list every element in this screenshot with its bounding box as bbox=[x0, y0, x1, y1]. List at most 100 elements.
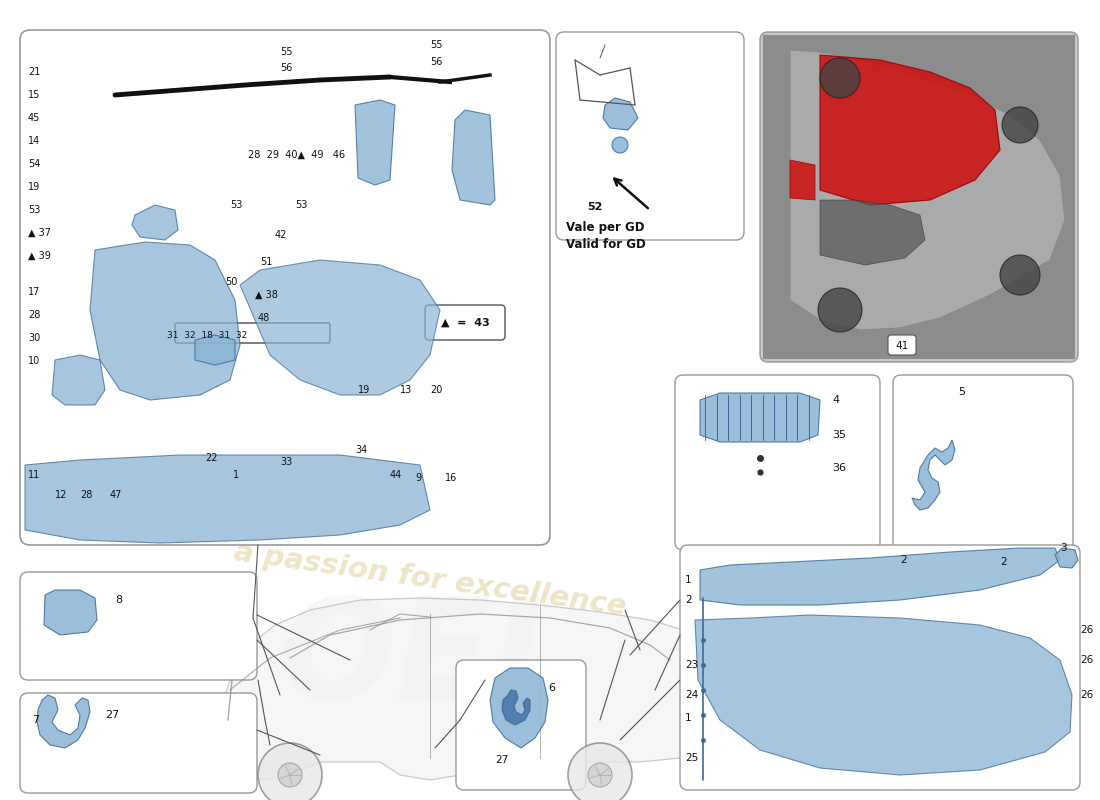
Text: 28  29  40▲  49   46: 28 29 40▲ 49 46 bbox=[248, 150, 345, 160]
Text: 21: 21 bbox=[28, 67, 41, 77]
FancyBboxPatch shape bbox=[556, 32, 744, 240]
Text: 1: 1 bbox=[685, 713, 692, 723]
Text: 17: 17 bbox=[28, 287, 41, 297]
Circle shape bbox=[820, 58, 860, 98]
Circle shape bbox=[1002, 107, 1038, 143]
Text: 53: 53 bbox=[28, 205, 41, 215]
Text: 55: 55 bbox=[430, 40, 442, 50]
Text: 26: 26 bbox=[1080, 625, 1093, 635]
Text: 52: 52 bbox=[587, 202, 603, 212]
Text: 33: 33 bbox=[280, 457, 293, 467]
Text: 9: 9 bbox=[415, 473, 421, 483]
Text: 15: 15 bbox=[28, 90, 41, 100]
Polygon shape bbox=[1055, 548, 1078, 568]
Polygon shape bbox=[603, 98, 638, 130]
FancyBboxPatch shape bbox=[20, 30, 550, 545]
Text: 51: 51 bbox=[260, 257, 273, 267]
Text: 54: 54 bbox=[28, 159, 41, 169]
Text: since 1946: since 1946 bbox=[204, 489, 456, 531]
Text: 5: 5 bbox=[958, 387, 965, 397]
Polygon shape bbox=[820, 200, 925, 265]
Text: 41: 41 bbox=[895, 341, 909, 351]
Text: 31  32  18  31  32: 31 32 18 31 32 bbox=[167, 330, 248, 339]
FancyBboxPatch shape bbox=[20, 572, 257, 680]
Text: 56: 56 bbox=[430, 57, 442, 67]
Polygon shape bbox=[912, 440, 955, 510]
Polygon shape bbox=[25, 455, 430, 543]
Text: 48: 48 bbox=[258, 313, 271, 323]
FancyBboxPatch shape bbox=[680, 545, 1080, 790]
Text: 6: 6 bbox=[548, 683, 556, 693]
Text: 30: 30 bbox=[28, 333, 41, 343]
FancyBboxPatch shape bbox=[888, 335, 916, 355]
Text: 2: 2 bbox=[685, 595, 692, 605]
Polygon shape bbox=[790, 50, 1065, 330]
Text: OEL: OEL bbox=[279, 593, 581, 727]
Polygon shape bbox=[240, 260, 440, 395]
Circle shape bbox=[568, 743, 632, 800]
Text: 7: 7 bbox=[32, 715, 40, 725]
Text: ▲  =  43: ▲ = 43 bbox=[441, 318, 490, 328]
Text: 20: 20 bbox=[430, 385, 442, 395]
Polygon shape bbox=[820, 55, 1000, 205]
Text: 12: 12 bbox=[55, 490, 67, 500]
Text: 42: 42 bbox=[275, 230, 287, 240]
FancyBboxPatch shape bbox=[675, 375, 880, 550]
FancyBboxPatch shape bbox=[893, 375, 1072, 550]
Text: 10: 10 bbox=[28, 356, 41, 366]
Text: 13: 13 bbox=[400, 385, 412, 395]
Circle shape bbox=[278, 763, 303, 787]
Text: 53: 53 bbox=[295, 200, 307, 210]
Circle shape bbox=[612, 137, 628, 153]
Polygon shape bbox=[90, 242, 240, 400]
Text: 35: 35 bbox=[832, 430, 846, 440]
Text: 53: 53 bbox=[230, 200, 242, 210]
Text: 44: 44 bbox=[390, 470, 403, 480]
Text: 8: 8 bbox=[116, 595, 122, 605]
Text: 55: 55 bbox=[280, 47, 293, 57]
Circle shape bbox=[588, 763, 612, 787]
Text: 1: 1 bbox=[233, 470, 239, 480]
Text: 45: 45 bbox=[28, 113, 41, 123]
Text: 36: 36 bbox=[832, 463, 846, 473]
Text: 28: 28 bbox=[28, 310, 41, 320]
Text: 26: 26 bbox=[1080, 690, 1093, 700]
Text: 3: 3 bbox=[1060, 543, 1067, 553]
Text: 24: 24 bbox=[685, 690, 698, 700]
FancyBboxPatch shape bbox=[425, 305, 505, 340]
Text: 47: 47 bbox=[110, 490, 122, 500]
Text: ▲ 37: ▲ 37 bbox=[28, 228, 51, 238]
Text: Valid for GD: Valid for GD bbox=[566, 238, 646, 251]
Text: 27: 27 bbox=[104, 710, 119, 720]
Text: 4: 4 bbox=[832, 395, 839, 405]
Polygon shape bbox=[695, 615, 1072, 775]
Text: 16: 16 bbox=[446, 473, 458, 483]
Text: ▲ 38: ▲ 38 bbox=[255, 290, 278, 300]
Polygon shape bbox=[37, 695, 90, 748]
FancyBboxPatch shape bbox=[456, 660, 586, 790]
Text: 22: 22 bbox=[205, 453, 218, 463]
Polygon shape bbox=[44, 590, 97, 635]
Text: 2: 2 bbox=[1000, 557, 1006, 567]
FancyBboxPatch shape bbox=[175, 323, 330, 343]
Circle shape bbox=[1000, 255, 1040, 295]
Text: 2: 2 bbox=[900, 555, 906, 565]
Text: Vale per GD: Vale per GD bbox=[566, 222, 645, 234]
Text: 1: 1 bbox=[685, 575, 692, 585]
Text: 27: 27 bbox=[495, 755, 508, 765]
Text: 56: 56 bbox=[280, 63, 293, 73]
Polygon shape bbox=[355, 100, 395, 185]
Circle shape bbox=[258, 743, 322, 800]
Text: 34: 34 bbox=[355, 445, 367, 455]
Text: 26: 26 bbox=[1080, 655, 1093, 665]
Text: 25: 25 bbox=[685, 753, 698, 763]
Polygon shape bbox=[195, 335, 235, 365]
Text: 28: 28 bbox=[80, 490, 92, 500]
Polygon shape bbox=[52, 355, 104, 405]
Text: 19: 19 bbox=[28, 182, 41, 192]
Polygon shape bbox=[452, 110, 495, 205]
FancyBboxPatch shape bbox=[20, 693, 257, 793]
Text: 11: 11 bbox=[28, 470, 41, 480]
Polygon shape bbox=[132, 205, 178, 240]
Text: 50: 50 bbox=[226, 277, 238, 287]
